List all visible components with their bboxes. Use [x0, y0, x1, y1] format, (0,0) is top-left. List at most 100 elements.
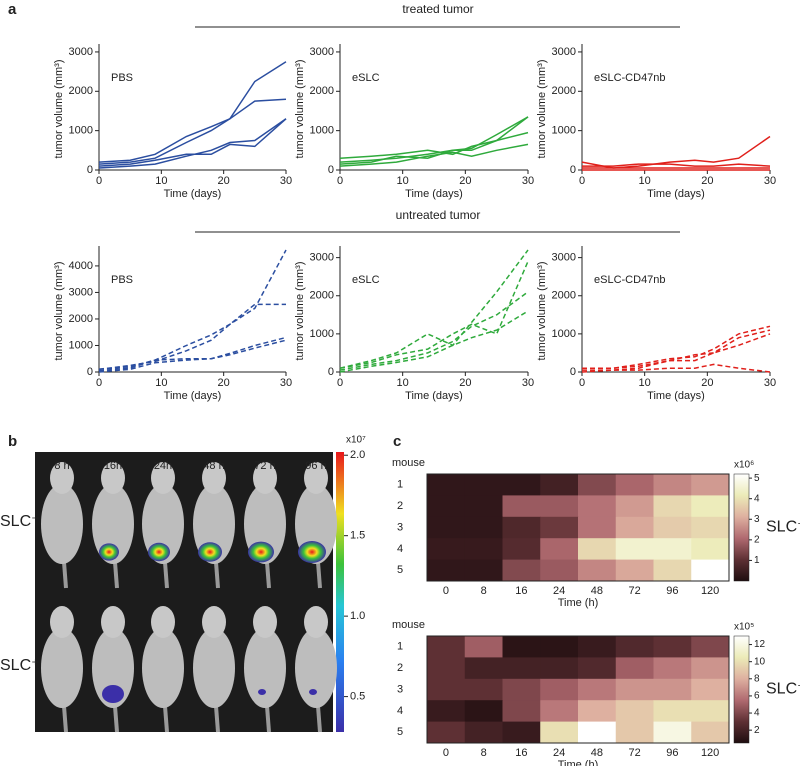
time-label: 16h	[104, 460, 122, 472]
y-tick-label: 1000	[69, 125, 93, 137]
group-label: eSLC-CD47nb	[594, 72, 666, 84]
heatmap-cell	[578, 516, 617, 539]
series-line	[339, 310, 529, 373]
colorbar-title: x10⁵	[734, 622, 754, 633]
x-tick-label: 120	[701, 585, 719, 597]
heatmap-cell	[540, 538, 579, 561]
heatmap-cell	[464, 559, 503, 582]
section-title: untreated tumor	[396, 208, 481, 222]
x-tick-label: 0	[337, 377, 343, 389]
y-tick-label: 2000	[69, 313, 93, 325]
heatmap-cell	[540, 721, 579, 744]
heatmap-cell	[464, 657, 503, 680]
group-label: eSLC-CD47nb	[594, 274, 666, 286]
x-axis-label: Time (days)	[164, 390, 222, 402]
mouse-head	[101, 606, 125, 638]
heatmap-cell	[578, 474, 617, 496]
mouse-tail	[62, 561, 68, 589]
signal	[258, 689, 266, 695]
row-label: SLC⁺	[0, 657, 40, 674]
heatmap-cell	[540, 636, 579, 658]
series-line	[581, 363, 771, 373]
x-axis-label: Time (days)	[405, 390, 463, 402]
heatmap-cell	[502, 636, 541, 658]
heatmap-cell	[691, 700, 730, 723]
heatmap-cell	[653, 516, 692, 539]
x-tick-label: 0	[96, 175, 102, 187]
heatmap-cell	[615, 474, 654, 496]
heatmap-cell	[653, 636, 692, 658]
x-tick-label: 96	[666, 585, 678, 597]
heatmap-cell	[427, 678, 466, 701]
x-tick-label: 24	[553, 585, 565, 597]
colorbar-tick-label: 1	[754, 555, 760, 566]
panel-label: a	[8, 1, 17, 18]
y-tick-label: 4000	[69, 260, 93, 272]
x-tick-label: 10	[155, 175, 167, 187]
y-tick-label: 2000	[552, 85, 576, 97]
mouse-body	[41, 628, 83, 708]
mouse-body	[92, 628, 134, 708]
signal	[198, 542, 222, 562]
heatmap-cell	[464, 538, 503, 561]
colorbar-tick-label: 8	[754, 673, 760, 684]
series-line	[339, 249, 529, 369]
x-tick-label: 10	[155, 377, 167, 389]
row-label: SLC⁻	[0, 513, 40, 530]
y-tick-label: 0	[570, 366, 576, 378]
y-tick-label: 3000	[69, 46, 93, 58]
mouse-tail	[214, 705, 220, 733]
mouse-body	[142, 484, 184, 564]
x-tick-label: 20	[218, 175, 230, 187]
y-tick-label: 3	[397, 683, 403, 695]
time-label: 72 h	[254, 460, 275, 472]
heatmap-cell	[578, 657, 617, 680]
y-tick-label: 3000	[552, 252, 576, 264]
y-tick-label: 1000	[552, 125, 576, 137]
x-axis-label: Time (days)	[647, 390, 705, 402]
series-line	[98, 118, 287, 169]
mouse-tail	[163, 561, 169, 589]
x-tick-label: 48	[591, 747, 603, 759]
heatmap-cell	[540, 700, 579, 723]
x-tick-label: 20	[459, 377, 471, 389]
series-line	[339, 291, 529, 371]
signal	[99, 543, 119, 561]
x-tick-label: 48	[591, 585, 603, 597]
image-background	[35, 452, 333, 732]
mouse-body	[244, 628, 286, 708]
x-tick-label: 16	[515, 585, 527, 597]
colorbar-tick-label: 2	[754, 534, 760, 545]
signal	[309, 689, 317, 695]
series-line	[339, 143, 529, 167]
section-title: treated tumor	[402, 2, 473, 16]
colorbar-tick-label: 2	[754, 725, 760, 736]
x-tick-label: 0	[443, 585, 449, 597]
heatmap-cell	[653, 678, 692, 701]
heatmap-cell	[427, 559, 466, 582]
series-line	[98, 336, 287, 372]
heatmap-cell	[464, 721, 503, 744]
y-tick-label: 5	[397, 564, 403, 576]
x-axis-label: Time (h)	[558, 759, 599, 766]
heatmap-cell	[540, 516, 579, 539]
heatmap-cell	[464, 636, 503, 658]
y-tick-label: 2000	[310, 290, 334, 302]
mouse-body	[193, 628, 235, 708]
heatmap-cell	[615, 657, 654, 680]
x-tick-label: 0	[579, 377, 585, 389]
heatmap-cell	[427, 721, 466, 744]
series-line	[582, 325, 771, 369]
y-tick-label: 2000	[69, 85, 93, 97]
group-label: PBS	[111, 274, 133, 286]
heatmap-cell	[578, 636, 617, 658]
mouse-tail	[316, 705, 322, 733]
y-tick-label: 3000	[310, 46, 334, 58]
heatmap-cell	[427, 636, 466, 658]
series-line	[98, 249, 287, 371]
signal	[148, 542, 170, 562]
x-tick-label: 8	[481, 585, 487, 597]
mouse-body	[92, 484, 134, 564]
heatmap-cell	[615, 700, 654, 723]
